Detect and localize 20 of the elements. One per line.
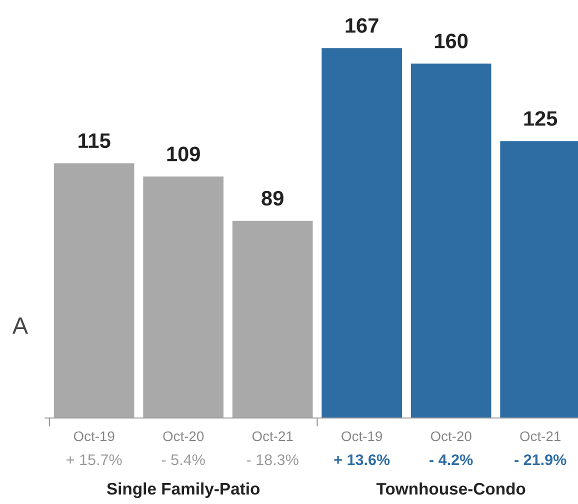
data-label: 89 <box>262 190 284 206</box>
data-label: 115 <box>78 134 110 148</box>
bar <box>54 163 134 418</box>
x-tick-label: Oct-20 - 4.2% <box>430 431 473 466</box>
bar <box>143 176 224 418</box>
data-label: 109 <box>167 146 200 162</box>
bar <box>322 48 402 418</box>
x-tick-label: Oct-19 + 15.7% <box>66 431 122 466</box>
x-tick-label: Oct-19 + 13.6% <box>334 431 390 466</box>
data-label: 167 <box>346 18 378 33</box>
text: A <box>12 317 28 334</box>
x-tick-label: Oct-21 - 18.3% <box>246 431 298 466</box>
bar <box>410 64 492 418</box>
x-tick-label: Oct-21 - 21.9% <box>514 431 566 466</box>
text: Single Family-Patio <box>106 482 260 498</box>
data-label: 125 <box>524 111 558 126</box>
data-label: 160 <box>435 34 468 48</box>
bar <box>232 220 313 418</box>
x-tick-label: Oct-20 - 5.4% <box>162 431 205 466</box>
text: Townhouse-Condo <box>376 482 526 495</box>
